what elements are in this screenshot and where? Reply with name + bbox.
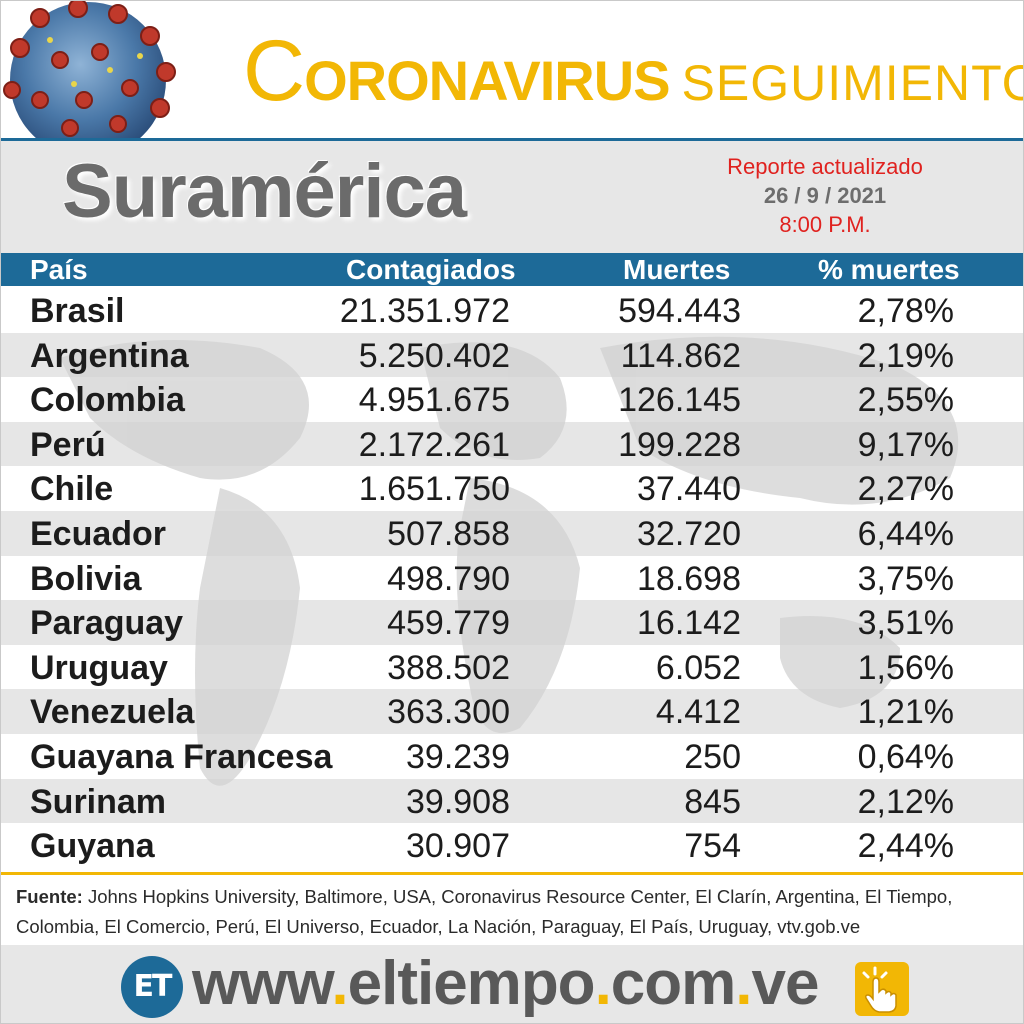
pct-cell: 0,64%: [857, 738, 954, 776]
table-row: Colombia 4.951.675 126.145 2,55%: [0, 377, 1024, 422]
pct-cell: 9,17%: [857, 425, 954, 464]
source-text: Johns Hopkins University, Baltimore, USA…: [16, 886, 953, 937]
title-initial: C: [243, 23, 305, 119]
table-row: Uruguay 388.502 6.052 1,56%: [0, 645, 1024, 690]
deaths-cell: 114.862: [620, 336, 741, 375]
country-cell: Bolivia: [30, 559, 142, 598]
source-note: Fuente: Johns Hopkins University, Baltim…: [16, 882, 1011, 942]
deaths-cell: 6.052: [655, 648, 741, 687]
table-row: Argentina 5.250.402 114.862 2,19%: [0, 332, 1024, 378]
website-url[interactable]: www.eltiempo.com.ve: [192, 948, 820, 1019]
pct-cell: 1,21%: [857, 693, 954, 732]
header-banner: CORONAVIRUS SEGUIMIENTO: [0, 0, 1024, 141]
table-row: Guyana 30.907 754 2,44%: [0, 823, 1024, 868]
title-sub: SEGUIMIENTO: [681, 55, 1024, 111]
deaths-cell: 4.412: [655, 693, 741, 732]
pct-cell: 1,56%: [857, 648, 954, 687]
deaths-cell: 250: [684, 738, 741, 776]
country-cell: Guayana Francesa: [30, 738, 333, 776]
deaths-cell: 126.145: [618, 381, 741, 420]
table-row: Guayana Francesa 39.239 250 0,64%: [0, 734, 1024, 779]
table-row: Paraguay 459.779 16.142 3,51%: [0, 600, 1024, 645]
country-cell: Ecuador: [30, 515, 167, 553]
report-time: 8:00 P.M.: [779, 212, 871, 237]
pct-cell: 3,51%: [857, 604, 954, 643]
cases-cell: 1.651.750: [358, 470, 510, 509]
column-header-deaths: Muertes: [623, 254, 731, 285]
table-header: País Contagiados Muertes % muertes: [0, 253, 1024, 286]
region-title: Suramérica: [62, 149, 467, 234]
cases-cell: 21.351.972: [339, 292, 510, 330]
cases-cell: 507.858: [387, 515, 510, 553]
cases-cell: 5.250.402: [358, 336, 510, 375]
url-part: ve: [751, 949, 820, 1018]
deaths-cell: 594.443: [618, 292, 741, 330]
cases-cell: 2.172.261: [358, 425, 510, 464]
pct-cell: 2,55%: [857, 381, 954, 420]
table-row: Surinam 39.908 845 2,12%: [0, 778, 1024, 824]
pct-cell: 6,44%: [857, 515, 954, 553]
deaths-cell: 16.142: [637, 604, 741, 643]
cases-cell: 388.502: [387, 648, 510, 687]
virus-illustration: [0, 0, 200, 138]
url-part: com: [610, 949, 736, 1018]
cases-cell: 4.951.675: [358, 381, 510, 420]
table-row: Venezuela 363.300 4.412 1,21%: [0, 689, 1024, 734]
url-part: eltiempo: [347, 949, 596, 1018]
deaths-cell: 32.720: [637, 515, 741, 553]
page-title: CORONAVIRUS SEGUIMIENTO: [243, 22, 1024, 122]
pct-cell: 2,19%: [857, 336, 954, 375]
report-label: Reporte actualizado: [727, 154, 923, 179]
table-row: Chile 1.651.750 37.440 2,27%: [0, 466, 1024, 511]
column-header-country: País: [30, 254, 88, 285]
url-dot: .: [594, 949, 612, 1018]
table-row: Brasil 21.351.972 594.443 2,78%: [0, 288, 1024, 333]
pct-cell: 2,78%: [857, 292, 954, 330]
pct-cell: 2,44%: [857, 827, 954, 866]
deaths-cell: 18.698: [637, 559, 741, 598]
column-header-pct: % muertes: [818, 254, 960, 285]
cases-cell: 459.779: [387, 604, 510, 643]
title-main: ORONAVIRUS: [304, 49, 670, 112]
country-cell: Argentina: [30, 336, 189, 375]
cases-cell: 39.908: [406, 782, 510, 821]
cases-cell: 498.790: [387, 559, 510, 598]
pct-cell: 2,12%: [857, 782, 954, 821]
url-dot: .: [735, 949, 752, 1018]
pct-cell: 3,75%: [857, 559, 954, 598]
column-header-cases: Contagiados: [346, 254, 516, 285]
country-cell: Brasil: [30, 292, 125, 330]
url-dot: .: [331, 949, 348, 1018]
table-row: Perú 2.172.261 199.228 9,17%: [0, 421, 1024, 467]
report-info: Reporte actualizado 26 / 9 / 2021 8:00 P…: [700, 152, 950, 239]
subheader-band: [0, 141, 1024, 253]
cases-cell: 363.300: [387, 693, 510, 732]
deaths-cell: 754: [684, 827, 741, 866]
country-cell: Guyana: [30, 827, 155, 866]
country-cell: Surinam: [30, 782, 167, 821]
country-cell: Perú: [30, 425, 106, 464]
cases-cell: 30.907: [406, 827, 510, 866]
table-row: Ecuador 507.858 32.720 6,44%: [0, 511, 1024, 556]
url-part: www: [192, 949, 332, 1018]
country-cell: Paraguay: [30, 604, 184, 643]
hand-click-icon[interactable]: [855, 962, 909, 1016]
deaths-cell: 37.440: [637, 470, 741, 509]
pct-cell: 2,27%: [857, 470, 954, 509]
country-cell: Colombia: [30, 381, 185, 420]
report-date: 26 / 9 / 2021: [763, 183, 887, 208]
bottom-rule: [0, 872, 1024, 875]
deaths-cell: 199.228: [618, 425, 741, 464]
country-cell: Venezuela: [30, 693, 195, 732]
deaths-cell: 845: [684, 782, 741, 821]
data-table: Brasil 21.351.972 594.443 2,78% Argentina 5.2…: [0, 288, 1024, 870]
cases-cell: 39.239: [406, 738, 510, 776]
table-row: Bolivia 498.790 18.698 3,75%: [0, 556, 1024, 601]
et-logo[interactable]: ET: [121, 956, 183, 1018]
country-cell: Chile: [30, 470, 114, 509]
source-label: Fuente:: [16, 886, 83, 907]
country-cell: Uruguay: [30, 648, 168, 687]
